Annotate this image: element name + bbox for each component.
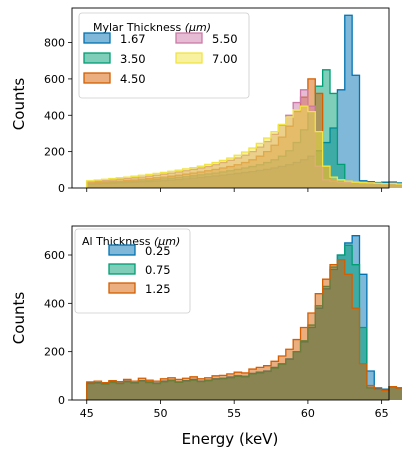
histogram-fill: [86, 106, 402, 188]
legend-label: 0.75: [145, 263, 171, 277]
top-ylabel: Counts: [10, 78, 28, 131]
xtick-label: 45: [80, 407, 94, 420]
plot-frame: [71, 7, 390, 189]
legend-label: 1.25: [145, 282, 171, 296]
ytick-label: 200: [44, 346, 65, 359]
xtick-label: 55: [227, 407, 241, 420]
legend-title-unit: (μm): [185, 21, 211, 34]
xtick-label: 65: [375, 407, 389, 420]
legend-swatch: [108, 282, 136, 294]
xtick-label: 60: [301, 407, 315, 420]
legend-swatch: [83, 32, 111, 44]
plot-frame: [71, 225, 390, 401]
legend-frame: [78, 12, 250, 99]
legend-title: Mylar Thickness (μm): [93, 21, 211, 34]
legend-item: 3.50: [83, 52, 146, 66]
legend-title: Al Thickness (μm): [82, 235, 180, 248]
top-axes: 0 200 400 600 800: [44, 7, 390, 195]
legend-swatch: [83, 72, 111, 84]
ytick-label: 200: [44, 146, 65, 159]
legend-label: 5.50: [212, 32, 238, 46]
legend-swatch: [83, 52, 111, 64]
legend-item: 5.50: [175, 32, 238, 46]
legend-label: 3.50: [120, 52, 146, 66]
mylar-panel: Counts 0 200 400 600 800 Mylar Thickness (μm…: [10, 7, 402, 195]
legend-item: 0.75: [108, 263, 171, 277]
legend-items: 1.67 3.50 4.50 5.50 7.00: [83, 32, 238, 86]
histogram-fill: [86, 259, 402, 400]
ytick-label: 0: [58, 394, 65, 407]
legend-title-unit: (μm): [154, 235, 180, 248]
legend-item: 1.25: [108, 282, 171, 296]
ytick-label: 800: [44, 37, 65, 50]
ytick-label: 400: [44, 297, 65, 310]
legend-title-main: Al Thickness: [82, 235, 154, 248]
bottom-ylabel: Counts: [10, 292, 28, 345]
al-panel: Counts 0 200 400 600 45 50 55 60 65 Al Thickness…: [10, 225, 402, 448]
legend-label: 7.00: [212, 52, 238, 66]
legend-items: 0.25 0.75 1.25: [108, 244, 171, 296]
legend-item: 0.25: [108, 244, 171, 258]
ytick-label: 600: [44, 73, 65, 86]
legend-swatch: [108, 244, 136, 256]
xtick-label: 50: [153, 407, 167, 420]
legend-swatch: [175, 32, 203, 44]
legend-swatch: [108, 263, 136, 275]
legend-title-main: Mylar Thickness: [93, 21, 185, 34]
ytick-label: 400: [44, 109, 65, 122]
ytick-label: 0: [58, 182, 65, 195]
legend-label: 0.25: [145, 244, 171, 258]
legend-label: 4.50: [120, 72, 146, 86]
al-legend: Al Thickness (μm) 0.25 0.75 1.25: [74, 228, 191, 314]
legend-swatch: [175, 52, 203, 64]
legend-item: 7.00: [175, 52, 238, 66]
ytick-label: 600: [44, 249, 65, 262]
legend-label: 1.67: [120, 32, 146, 46]
legend-item: 1.67: [83, 32, 146, 46]
mylar-legend: Mylar Thickness (μm) 1.67 3.50 4.50 5.50 7.0…: [78, 12, 250, 99]
bottom-axes: 0 200 400 600 45 50 55 60 65: [44, 225, 390, 420]
bottom-xlabel: Energy (keV): [182, 430, 279, 448]
legend-item: 4.50: [83, 72, 146, 86]
